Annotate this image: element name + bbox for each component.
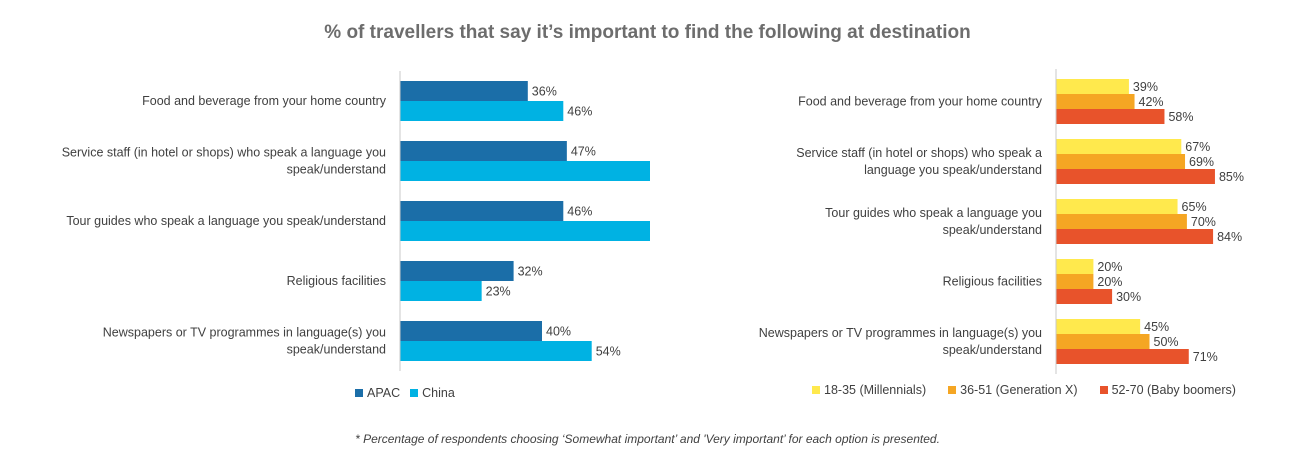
data-label: 20% [1097, 260, 1122, 274]
category-label: Food and beverage from your home country [798, 95, 1043, 109]
legend-label: 52-70 (Baby boomers) [1111, 383, 1236, 397]
legend-label: APAC [367, 386, 401, 400]
legend-item: 18-35 (Millennials) [812, 383, 926, 397]
data-label: 84% [1217, 230, 1242, 244]
data-label: 85% [1219, 170, 1244, 184]
category-label: Tour guides who speak a language you spea… [825, 206, 1042, 237]
bar [1056, 229, 1214, 244]
category-label: Food and beverage from your home country [142, 94, 387, 108]
data-label: 46% [567, 105, 592, 119]
data-label: 40% [546, 325, 571, 339]
data-label: 65% [1182, 200, 1207, 214]
legend-swatch [410, 389, 419, 397]
bar [1056, 94, 1135, 109]
bar [1056, 259, 1094, 274]
data-label: 39% [1133, 80, 1158, 94]
category-label: Service staff (in hotel or shops) who sp… [62, 146, 386, 177]
legend-age: 18-35 (Millennials) 36-51 (Generation X) 5… [812, 383, 1258, 397]
bar [1056, 109, 1165, 124]
bar [400, 201, 564, 221]
legend-item: 36-51 (Generation X) [948, 383, 1078, 397]
chart-region-vs-china: Food and beverage from your home country… [0, 60, 688, 380]
category-label: Tour guides who speak a language you spe… [66, 214, 386, 228]
chart-title: % of travellers that say it’s important … [324, 22, 971, 43]
bar [400, 141, 567, 161]
legend-label: China [422, 386, 455, 400]
bar [1056, 349, 1189, 364]
legend-label: 18-35 (Millennials) [824, 383, 927, 397]
data-label: 23% [486, 285, 511, 299]
data-label: 45% [1144, 320, 1169, 334]
bar [400, 281, 482, 301]
data-label: 71% [1193, 350, 1218, 364]
bar-chart-region: Food and beverage from your home country… [62, 71, 688, 371]
bar [1056, 139, 1182, 154]
data-label: 20% [1097, 275, 1122, 289]
data-label: 47% [571, 145, 596, 159]
data-label: 70% [1191, 215, 1216, 229]
data-label: 50% [1154, 335, 1179, 349]
data-label: 69% [1189, 155, 1214, 169]
bar [400, 161, 660, 181]
category-label: Religious facilities [287, 274, 386, 288]
legend-item: APAC [355, 386, 400, 400]
data-label: 30% [1116, 290, 1141, 304]
legend-region: APAC China [355, 386, 465, 400]
bar [1056, 319, 1141, 334]
bar-chart-age: Food and beverage from your home country… [759, 69, 1244, 374]
legend-swatch [355, 389, 363, 397]
legend-item: China [410, 386, 455, 400]
bar [400, 261, 514, 281]
data-label: 67% [1185, 140, 1210, 154]
data-label: 36% [532, 85, 557, 99]
category-label: Newspapers or TV programmes in language(… [759, 326, 1042, 357]
category-label: Service staff (in hotel or shops) who sp… [796, 146, 1042, 177]
bar [1056, 214, 1187, 229]
legend-swatch [948, 386, 957, 394]
category-label: Newspapers or TV programmes in language(… [103, 326, 386, 357]
legend-item: 52-70 (Baby boomers) [1099, 383, 1236, 397]
legend-label: 36-51 (Generation X) [960, 383, 1078, 397]
data-label: 32% [518, 265, 543, 279]
legend-swatch [1099, 386, 1108, 394]
bar [1056, 154, 1186, 169]
bar [1056, 334, 1150, 349]
category-label: Religious facilities [943, 275, 1042, 289]
data-label: 42% [1139, 95, 1164, 109]
data-label: 58% [1168, 110, 1193, 124]
bar [1056, 79, 1129, 94]
bar [1056, 199, 1178, 214]
legend-swatch [812, 386, 820, 394]
bar [400, 341, 592, 361]
data-label: 46% [567, 205, 592, 219]
bar [400, 101, 564, 121]
chart-age-groups: Food and beverage from your home country… [650, 60, 1295, 380]
bar [400, 321, 542, 341]
bar [400, 221, 656, 241]
bar [400, 81, 528, 101]
footnote: * Percentage of respondents choosing ‘So… [355, 432, 940, 446]
bar [1056, 169, 1215, 184]
bar [1056, 274, 1094, 289]
bar [1056, 289, 1113, 304]
data-label: 54% [596, 345, 621, 359]
